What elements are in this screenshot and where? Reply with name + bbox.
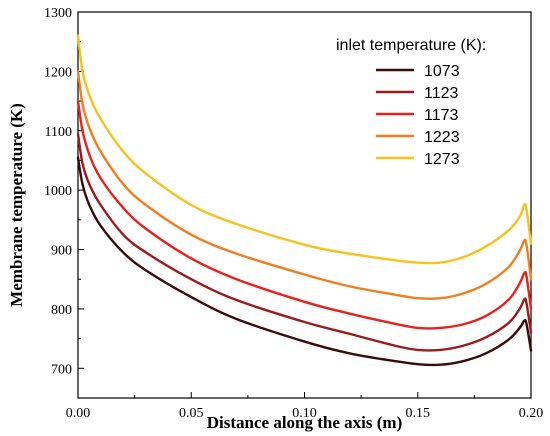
y-axis: 700 800 900 1000 1100 1200 1300 <box>44 6 84 399</box>
series-line-1073 <box>76 156 533 367</box>
y-tick-label: 1100 <box>45 125 72 140</box>
x-tick-label: 0.10 <box>292 406 317 421</box>
y-tick-label: 700 <box>51 362 72 377</box>
series-line-1173 <box>76 99 533 330</box>
x-tick-label: 0.05 <box>179 406 204 421</box>
x-axis-title: Distance along the axis (m) <box>207 413 402 432</box>
legend-label-1123: 1123 <box>424 85 459 102</box>
legend-label-1173: 1173 <box>424 107 459 124</box>
y-axis-title: Membrane temperature (K) <box>7 103 26 307</box>
legend-label-1223: 1223 <box>424 129 460 146</box>
legend-title: inlet temperature (K): <box>336 37 486 54</box>
y-tick-label: 1200 <box>44 65 72 80</box>
series-line-1273 <box>76 34 533 265</box>
y-tick-label: 1000 <box>44 184 72 199</box>
x-tick-label: 0.00 <box>66 406 91 421</box>
legend-label-1073: 1073 <box>424 63 460 80</box>
x-tick-label: 0.20 <box>519 406 544 421</box>
legend: inlet temperature (K): 1073 1123 1173 1223 1… <box>336 37 486 168</box>
y-tick-label: 800 <box>51 303 72 318</box>
series-group <box>76 34 533 367</box>
series-line-1123 <box>76 132 533 352</box>
x-tick-label: 0.15 <box>406 406 431 421</box>
series-line-1223 <box>76 70 533 300</box>
y-tick-label: 900 <box>51 244 72 259</box>
y-tick-label: 1300 <box>44 6 72 21</box>
x-axis: 0.00 0.05 0.10 0.15 0.20 <box>66 392 544 421</box>
legend-label-1273: 1273 <box>424 151 460 168</box>
